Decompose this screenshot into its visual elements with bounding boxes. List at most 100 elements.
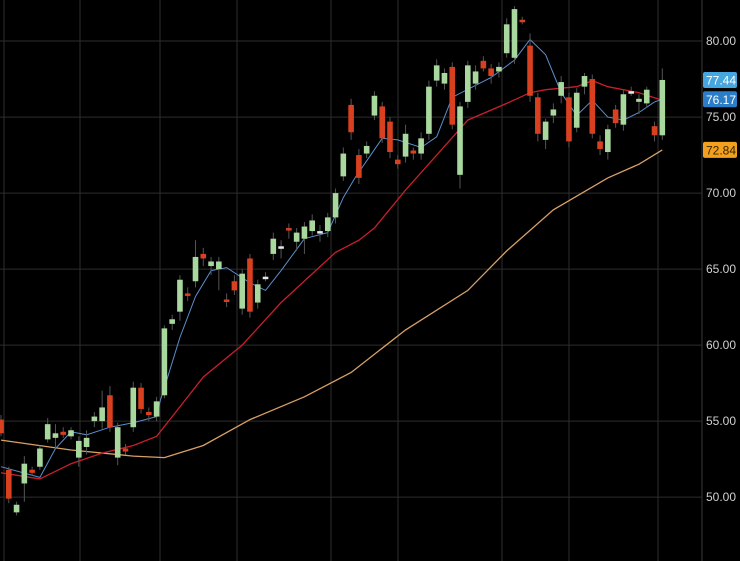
candle	[91, 412, 98, 428]
candle	[301, 221, 308, 254]
candle	[340, 147, 347, 181]
candle-body	[558, 82, 564, 96]
candle-body	[402, 133, 409, 157]
candle-body	[60, 431, 67, 435]
candle	[270, 232, 277, 260]
candle-body	[426, 86, 432, 134]
candle-body	[324, 217, 331, 232]
candle	[519, 16, 526, 25]
candle-body	[340, 153, 347, 177]
candle	[161, 325, 168, 399]
candle-body	[83, 437, 90, 447]
y-tick-label: 75.00	[706, 110, 736, 124]
price-badge-label: 77.44	[706, 73, 736, 87]
candle-body	[293, 232, 300, 242]
candle	[457, 101, 463, 189]
candle-body	[76, 440, 82, 458]
candle-body	[496, 66, 502, 72]
candle-body	[44, 424, 51, 440]
candle	[5, 466, 12, 504]
candle-body	[91, 416, 98, 422]
candle-body	[153, 401, 160, 417]
candle	[496, 62, 502, 78]
candle-body	[550, 109, 557, 116]
candle-body	[356, 155, 362, 178]
y-tick-label: 50.00	[706, 490, 736, 504]
candle-body	[29, 469, 35, 473]
grid	[0, 0, 702, 561]
candle	[550, 103, 557, 124]
candle	[239, 269, 245, 315]
candle-body	[511, 9, 518, 58]
candle-body	[254, 284, 261, 303]
candle-body	[52, 433, 59, 438]
candle	[114, 422, 121, 466]
candle	[153, 396, 160, 422]
candle-body	[503, 24, 510, 54]
candle	[503, 18, 510, 58]
price-badge-label: 76.17	[706, 93, 736, 107]
y-tick-label: 80.00	[706, 34, 736, 48]
candle	[29, 466, 35, 476]
y-tick-label: 65.00	[706, 262, 736, 276]
candle-body	[208, 261, 214, 267]
price-badge-bg	[703, 141, 737, 158]
candle-body	[651, 126, 658, 136]
candle-body	[363, 145, 370, 154]
candle	[293, 228, 300, 251]
candle	[60, 427, 67, 438]
candle	[317, 225, 323, 242]
candle	[184, 287, 191, 302]
candle	[402, 124, 409, 163]
candle	[581, 72, 588, 95]
price-badges: 77.44 76.17 72.84	[703, 71, 737, 158]
candle	[216, 256, 222, 291]
price-axis[interactable]: 50.00 55.00 60.00 65.00 70.00 75.00 80.00	[706, 34, 736, 504]
candle-body	[605, 129, 611, 153]
candle-body	[286, 228, 292, 231]
candle-body	[643, 89, 650, 104]
candle	[83, 430, 90, 455]
candle-body	[589, 79, 596, 134]
candle-body	[99, 407, 105, 422]
candles	[0, 6, 666, 516]
candle-body	[270, 238, 277, 254]
candle-body	[394, 159, 401, 165]
candle	[254, 279, 261, 309]
candle-body	[231, 281, 238, 291]
candle-body	[441, 72, 448, 84]
candle	[286, 223, 292, 239]
candle	[573, 88, 580, 133]
candle	[0, 415, 4, 437]
candle	[511, 6, 518, 64]
candle-body	[37, 448, 43, 467]
candle	[107, 386, 113, 432]
candle-body	[348, 104, 354, 133]
candle	[605, 124, 611, 160]
candle	[636, 94, 642, 115]
candle	[597, 135, 603, 156]
candle-body	[247, 258, 253, 312]
price-badge: 72.84	[703, 141, 737, 158]
candle-body	[278, 246, 284, 249]
candle-body	[519, 19, 526, 23]
candle-body	[177, 279, 183, 312]
candle-body	[480, 60, 487, 69]
candle	[21, 456, 28, 502]
candle-body	[628, 91, 634, 94]
y-tick-label: 70.00	[706, 186, 736, 200]
candle	[146, 407, 152, 422]
candle	[324, 212, 331, 238]
candle-body	[122, 448, 129, 452]
candle-body	[114, 427, 121, 458]
candle	[527, 33, 533, 102]
candle	[76, 436, 82, 467]
candle	[169, 314, 175, 330]
candle	[223, 293, 230, 308]
candle-body	[216, 261, 222, 270]
candle	[394, 155, 401, 169]
candle	[472, 65, 479, 90]
candle-body	[5, 469, 12, 499]
candle-body	[13, 504, 20, 513]
candle-body	[309, 220, 315, 232]
